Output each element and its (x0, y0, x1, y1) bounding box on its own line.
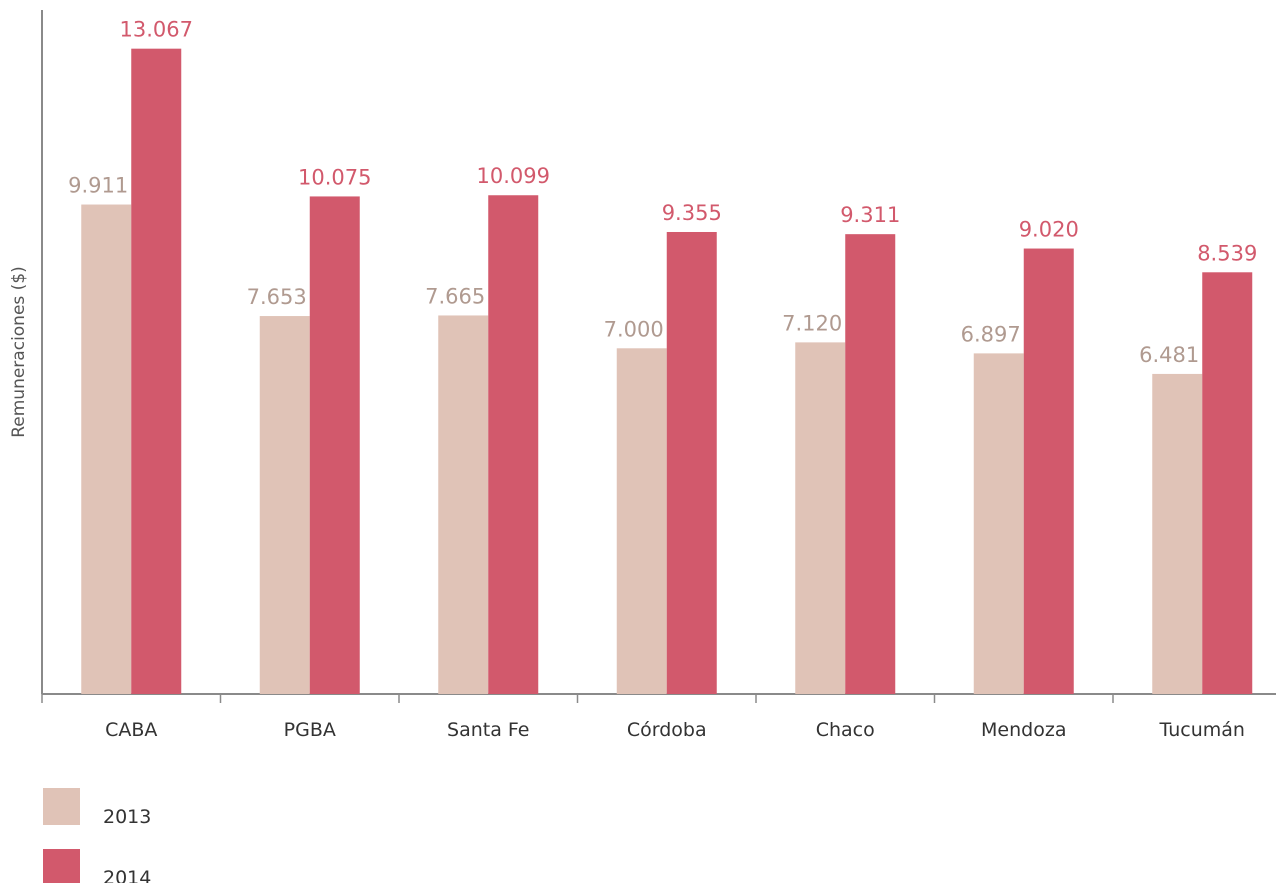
bar-2013-PGBA (259, 316, 310, 694)
legend: 2013 2014 (43, 788, 151, 883)
data-labels: 9.911 13.067 7.653 10.075 7.665 10.099 7.000 9.… (68, 18, 1257, 367)
bar-2013-Tucumán (1152, 373, 1203, 694)
legend-swatch-2014 (43, 849, 80, 883)
x-tick-label: Santa Fe (447, 719, 529, 741)
data-label-2013-Chaco: 7.120 (782, 311, 842, 335)
bar-2014-Chaco (845, 234, 896, 694)
data-label-2013-Córdoba: 7.000 (604, 317, 664, 341)
data-label-2014-Chaco: 9.311 (840, 203, 900, 227)
data-label-2013-PGBA: 7.653 (247, 285, 307, 309)
bar-2014-Tucumán (1202, 272, 1253, 694)
x-axis-ticks (41, 694, 1114, 703)
bar-2014-Santa Fe (488, 195, 539, 695)
x-tick-label: CABA (105, 719, 157, 741)
data-label-2014-Santa Fe: 10.099 (477, 164, 550, 188)
x-tick-label: Mendoza (981, 719, 1066, 741)
x-tick-label: Chaco (816, 719, 875, 741)
bar-2013-Mendoza (973, 353, 1024, 694)
bar-2014-Mendoza (1023, 248, 1074, 694)
bar-2013-CABA (81, 204, 132, 694)
data-label-2013-CABA: 9.911 (68, 174, 128, 198)
legend-label-2014: 2014 (103, 867, 151, 883)
data-label-2014-PGBA: 10.075 (298, 165, 371, 189)
bar-2013-Córdoba (616, 348, 667, 694)
data-label-2014-Mendoza: 9.020 (1019, 218, 1079, 242)
bar-2013-Santa Fe (438, 315, 489, 694)
x-tick-labels: CABA PGBA Santa Fe Córdoba Chaco Mendoza Tucum… (105, 719, 1245, 741)
data-label-2014-Tucumán: 8.539 (1197, 241, 1257, 265)
bars (81, 48, 1253, 695)
data-label-2013-Tucumán: 6.481 (1139, 343, 1199, 367)
data-label-2014-Córdoba: 9.355 (662, 201, 722, 225)
legend-swatch-2013 (43, 788, 80, 825)
x-tick-label: PGBA (284, 719, 336, 741)
data-label-2013-Mendoza: 6.897 (961, 322, 1021, 346)
y-axis-label: Remuneraciones ($) (9, 266, 29, 438)
bar-2014-CABA (131, 48, 182, 695)
bar-2013-Chaco (795, 342, 846, 694)
bar-2014-PGBA (309, 196, 360, 694)
x-tick-label: Córdoba (627, 719, 707, 741)
data-label-2014-CABA: 13.067 (120, 18, 193, 42)
legend-label-2013: 2013 (103, 806, 151, 828)
data-label-2013-Santa Fe: 7.665 (425, 284, 485, 308)
x-tick-label: Tucumán (1159, 719, 1245, 741)
bar-2014-Córdoba (666, 231, 717, 694)
